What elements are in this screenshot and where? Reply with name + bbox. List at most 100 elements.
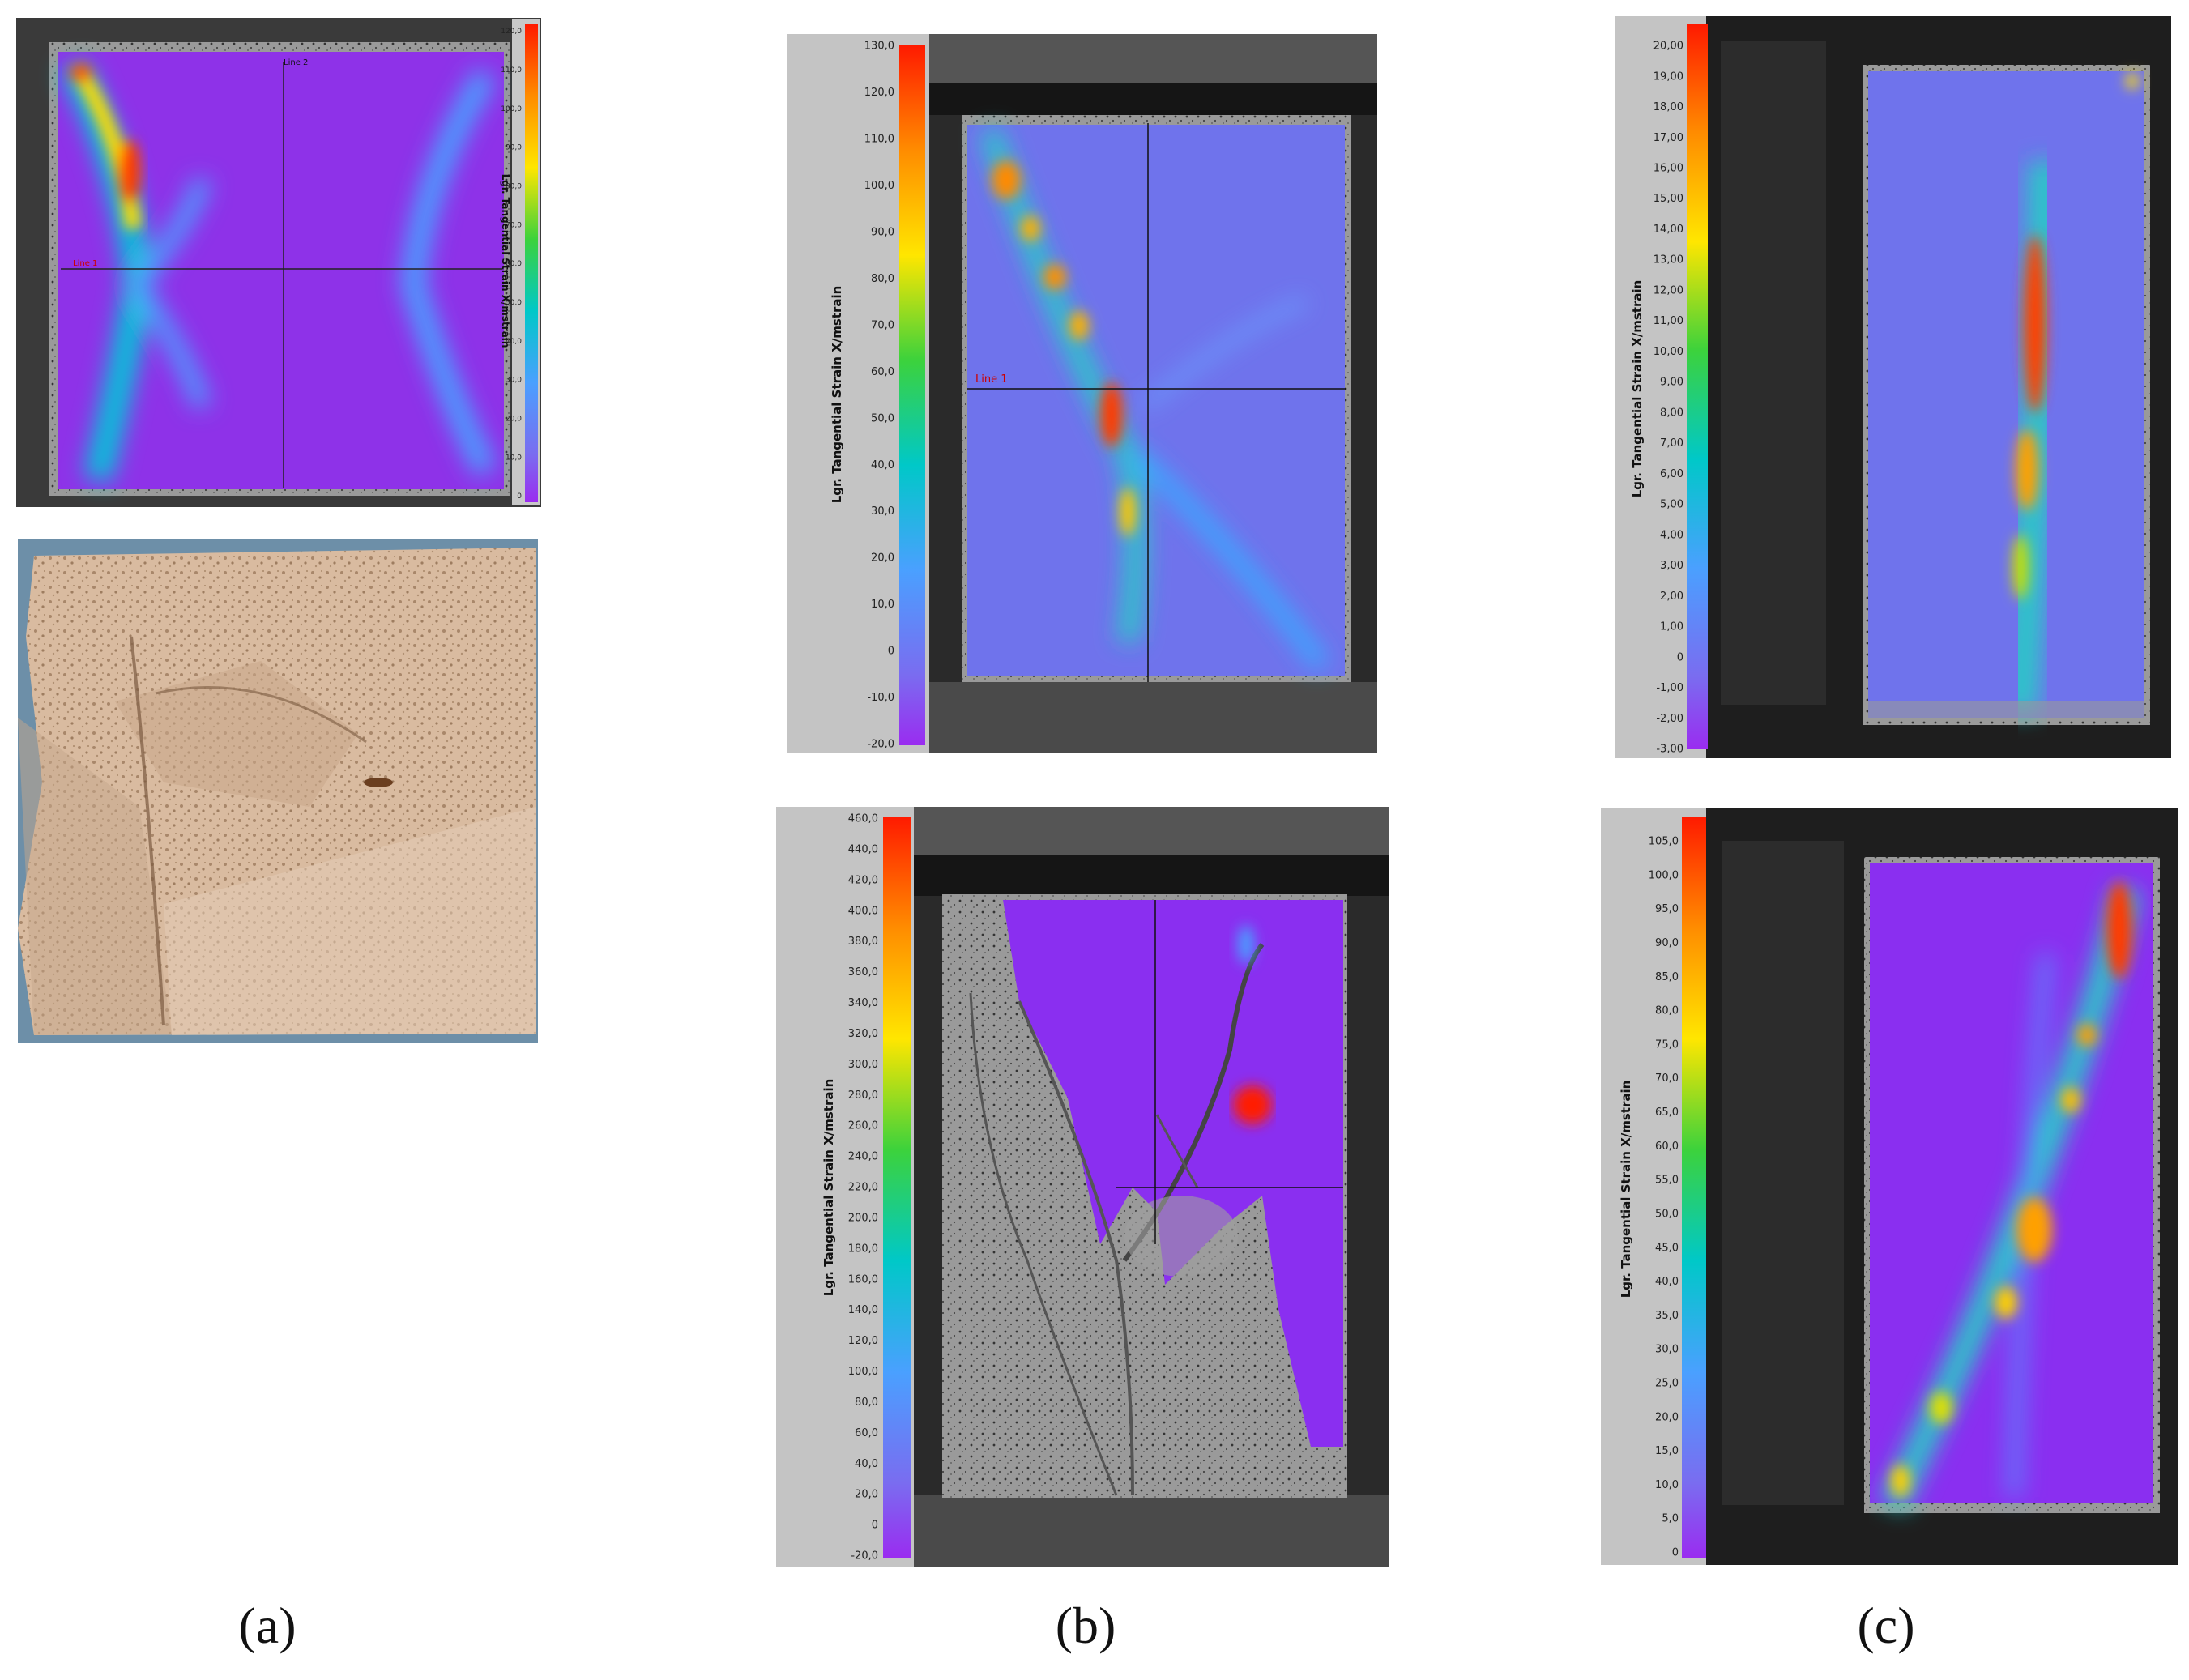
colorbar-tick-label: 80,0: [1655, 1005, 1679, 1017]
colorbar-tick-label: -3,00: [1656, 744, 1683, 756]
colorbar-tick-label: 90,0: [871, 226, 894, 238]
colorbar-axis-label: Lgr. Tangential Strain X/mstrain: [1630, 280, 1645, 498]
colorbar: [1682, 817, 1706, 1558]
colorbar-tick-label: 105,0: [1649, 836, 1679, 848]
colorbar-tick-label: 10,0: [1655, 1479, 1679, 1491]
colorbar-tick-label: 30,0: [1655, 1344, 1679, 1356]
colorbar-tick-label: 220,0: [848, 1182, 878, 1194]
colorbar-tick-label: 12,00: [1653, 284, 1683, 296]
colorbar-tick-label: 160,0: [848, 1273, 878, 1286]
colorbar-ticks: 120,0 110,0 100,0 90,0 80,0 70,0 60,0 50,0 40,0 3…: [501, 28, 522, 501]
colorbar-tick-label: -2,00: [1656, 713, 1683, 725]
colorbar-tick-label: 280,0: [848, 1089, 878, 1102]
colorbar-tick-label: 60,0: [1655, 1141, 1679, 1153]
colorbar-tick-label: 4,00: [1660, 529, 1683, 541]
colorbar-tick-label: 100,0: [864, 180, 894, 192]
colorbar: [899, 45, 925, 745]
colorbar-tick-label: 70,0: [871, 319, 894, 331]
line2-label: Line 2: [284, 58, 308, 67]
colorbar-ticks: 105,0 100,0 95,0 90,0 85,0 80,0 75,0 70,0 65,0 60…: [1649, 836, 1679, 1559]
colorbar-tick-label: 25,0: [1655, 1378, 1679, 1390]
colorbar-tick-label: -20,0: [867, 739, 894, 751]
colorbar-tick-label: 420,0: [848, 874, 878, 886]
colorbar-tick-label: 260,0: [848, 1120, 878, 1132]
colorbar-tick-label: 0: [888, 646, 894, 658]
colorbar-tick-label: 110,0: [864, 133, 894, 145]
colorbar-tick-label: 5,0: [1662, 1513, 1679, 1525]
colorbar-tick-label: 9,00: [1660, 377, 1683, 389]
colorbar-tick-label: 460,0: [848, 813, 878, 825]
colorbar-tick-label: 55,0: [1655, 1175, 1679, 1187]
colorbar-tick-label: 1,00: [1660, 621, 1683, 633]
colorbar-tick-label: 50,0: [1655, 1208, 1679, 1220]
line1-label: Line 1: [73, 259, 97, 268]
colorbar-tick-label: 60,0: [871, 366, 894, 378]
panel-b-top-strain-map: Line 1 Lgr. Tangential Strain X/mstrain …: [787, 34, 1377, 753]
colorbar-tick-label: 60,0: [506, 260, 522, 268]
colorbar-tick-label: 70,0: [506, 221, 522, 229]
colorbar-tick-label: 120,0: [501, 28, 522, 36]
colorbar-tick-label: 80,0: [871, 273, 894, 285]
colorbar-tick-label: 180,0: [848, 1243, 878, 1255]
colorbar-tick-label: 0: [1677, 651, 1683, 663]
colorbar-tick-label: -10,0: [867, 692, 894, 704]
colorbar-ticks: 20,00 19,00 18,00 17,00 16,00 15,00 14,00 13,00…: [1653, 41, 1683, 756]
colorbar-tick-label: 17,00: [1653, 132, 1683, 144]
caption-b: (b): [1055, 1597, 1116, 1654]
colorbar-tick-label: 320,0: [848, 1028, 878, 1040]
colorbar-axis-label: Lgr. Tangential Strain X/mstrain: [830, 286, 844, 504]
colorbar-tick-label: 20,0: [506, 415, 522, 423]
colorbar-tick-label: 19,00: [1653, 70, 1683, 83]
panel-a-specimen-photo: [18, 539, 538, 1043]
colorbar-tick-label: 140,0: [848, 1304, 878, 1316]
colorbar-tick-label: 400,0: [848, 905, 878, 917]
colorbar-ticks: 130,0 120,0 110,0 100,0 90,0 80,0 70,0 60,0 50,0…: [864, 41, 894, 751]
colorbar-tick-label: 65,0: [1655, 1106, 1679, 1119]
colorbar-tick-label: 45,0: [1655, 1242, 1679, 1254]
colorbar-tick-label: 100,0: [848, 1366, 878, 1378]
colorbar-tick-label: 20,0: [855, 1489, 878, 1501]
colorbar-tick-label: 120,0: [864, 87, 894, 99]
colorbar-tick-label: 110,0: [501, 66, 522, 75]
colorbar-tick-label: 15,00: [1653, 193, 1683, 205]
panel-a-strain-map: Line 2 Line 1 Lgr. Tangential Strain X/m…: [16, 18, 541, 507]
colorbar-tick-label: 40,0: [1655, 1276, 1679, 1288]
strain-field: [1003, 900, 1343, 1447]
colorbar-axis-label: Lgr. Tangential Strain X/mstrain: [1619, 1081, 1633, 1298]
colorbar-tick-label: 85,0: [1655, 971, 1679, 983]
colorbar-tick-label: 20,00: [1653, 41, 1683, 53]
colorbar-tick-label: 80,0: [506, 182, 522, 190]
caption-a: (a): [238, 1597, 297, 1654]
colorbar-tick-label: 16,00: [1653, 163, 1683, 175]
colorbar-tick-label: 13,00: [1653, 254, 1683, 266]
colorbar-tick-label: -20,0: [851, 1550, 878, 1563]
colorbar-tick-label: 200,0: [848, 1212, 878, 1224]
colorbar-tick-label: 440,0: [848, 843, 878, 855]
colorbar-tick-label: 0: [1672, 1547, 1679, 1559]
colorbar-tick-label: 0: [517, 492, 522, 501]
colorbar-tick-label: 3,00: [1660, 560, 1683, 572]
colorbar-tick-label: 50,0: [871, 412, 894, 424]
caption-c: (c): [1857, 1597, 1915, 1654]
colorbar-tick-label: 300,0: [848, 1059, 878, 1071]
colorbar-tick-label: 120,0: [848, 1335, 878, 1347]
colorbar-tick-label: 240,0: [848, 1151, 878, 1163]
colorbar-tick-label: 0: [872, 1520, 878, 1532]
colorbar-tick-label: 340,0: [848, 997, 878, 1009]
colorbar-tick-label: 18,00: [1653, 101, 1683, 113]
panel-c-top-strain-map: Lgr. Tangential Strain X/mstrain 20,00 19…: [1615, 16, 2171, 758]
colorbar-tick-label: 10,00: [1653, 346, 1683, 358]
colorbar-tick-label: 380,0: [848, 936, 878, 948]
colorbar-tick-label: 40,0: [855, 1458, 878, 1470]
colorbar-tick-label: -1,00: [1656, 682, 1683, 694]
colorbar-tick-label: 360,0: [848, 966, 878, 979]
colorbar-tick-label: 40,0: [506, 338, 522, 346]
colorbar-tick-label: 6,00: [1660, 468, 1683, 480]
colorbar-tick-label: 60,0: [855, 1427, 878, 1439]
colorbar: [1687, 24, 1708, 749]
colorbar: [883, 817, 911, 1558]
colorbar-tick-label: 7,00: [1660, 437, 1683, 450]
colorbar-ticks: 460,0 440,0 420,0 400,0 380,0 360,0 340,0 320,0…: [848, 813, 878, 1563]
colorbar-tick-label: 35,0: [1655, 1310, 1679, 1322]
colorbar-tick-label: 100,0: [1649, 869, 1679, 881]
